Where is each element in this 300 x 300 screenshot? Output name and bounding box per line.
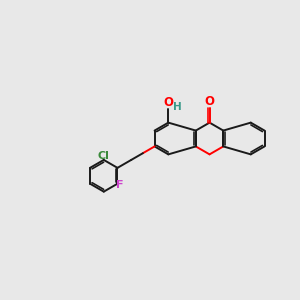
Text: O: O [205, 94, 215, 108]
Text: F: F [116, 180, 124, 190]
Text: Cl: Cl [98, 152, 110, 161]
Text: O: O [164, 96, 174, 109]
Text: H: H [173, 102, 182, 112]
